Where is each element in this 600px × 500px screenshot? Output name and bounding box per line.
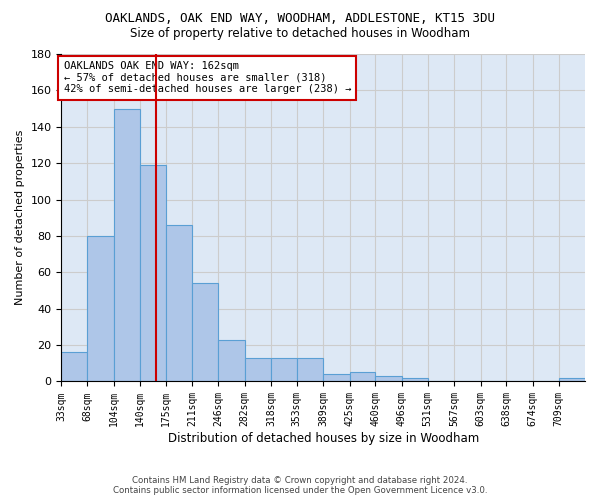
Text: OAKLANDS, OAK END WAY, WOODHAM, ADDLESTONE, KT15 3DU: OAKLANDS, OAK END WAY, WOODHAM, ADDLESTO…	[105, 12, 495, 26]
Text: OAKLANDS OAK END WAY: 162sqm
← 57% of detached houses are smaller (318)
42% of s: OAKLANDS OAK END WAY: 162sqm ← 57% of de…	[64, 62, 351, 94]
Bar	[245, 358, 271, 382]
Text: Contains HM Land Registry data © Crown copyright and database right 2024.
Contai: Contains HM Land Registry data © Crown c…	[113, 476, 487, 495]
Bar	[297, 358, 323, 382]
Bar	[402, 378, 428, 382]
X-axis label: Distribution of detached houses by size in Woodham: Distribution of detached houses by size …	[167, 432, 479, 445]
Bar	[350, 372, 376, 382]
Text: Size of property relative to detached houses in Woodham: Size of property relative to detached ho…	[130, 28, 470, 40]
Bar	[323, 374, 350, 382]
Bar	[61, 352, 87, 382]
Bar	[559, 378, 585, 382]
Bar	[218, 340, 245, 382]
Bar	[376, 376, 402, 382]
Bar	[271, 358, 297, 382]
Bar	[140, 165, 166, 382]
Bar	[113, 108, 140, 382]
Bar	[193, 283, 218, 382]
Y-axis label: Number of detached properties: Number of detached properties	[15, 130, 25, 306]
Bar	[87, 236, 113, 382]
Bar	[166, 225, 193, 382]
